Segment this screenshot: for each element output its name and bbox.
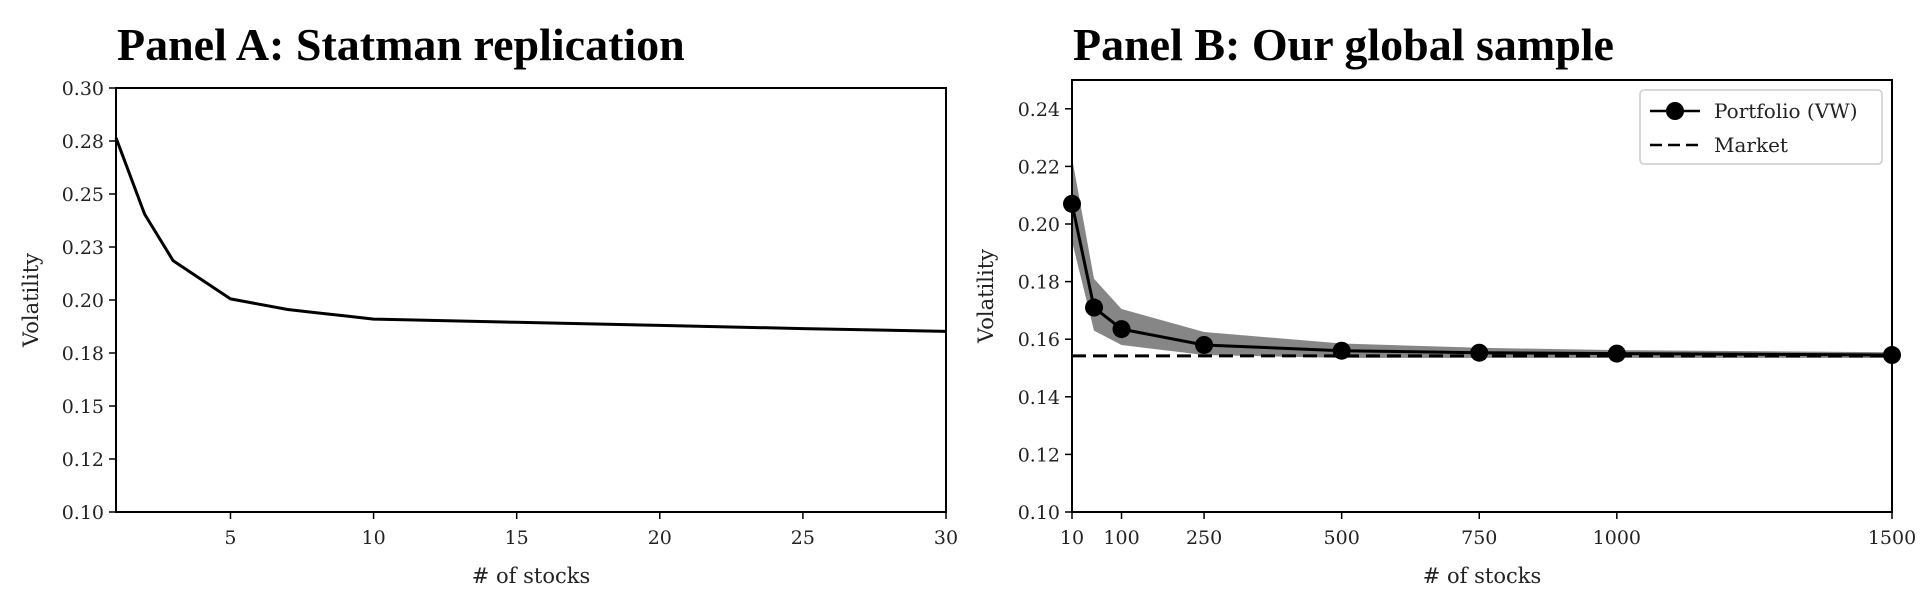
legend-portfolio-label: Portfolio (VW) — [1714, 99, 1858, 123]
panel-b-y-axis-label: Volatility — [974, 249, 998, 344]
panel-a-series — [114, 137, 947, 333]
panel-b-x-tick-label: 1500 — [1868, 527, 1916, 549]
panel-b-confidence-band — [1072, 157, 1892, 358]
panel-a-y-tick-label: 0.12 — [62, 449, 104, 471]
panel-a-y-tick-label: 0.23 — [62, 237, 104, 259]
panel-a-y-axis-label: Volatility — [19, 253, 43, 348]
panel-b-series-0-point — [1607, 344, 1626, 363]
legend-market-label: Market — [1714, 133, 1788, 157]
panel-a-title: Panel A: Statman replication — [117, 19, 685, 70]
panel-a-y-axis: 0.10 0.12 0.15 0.18 0.20 0.23 0.25 0.28 0.30 — [62, 78, 116, 524]
panel-b-plot-frame — [1071, 79, 1893, 513]
panel-b-x-tick-label: 750 — [1461, 527, 1497, 549]
panel-a-series-0-line — [114, 137, 947, 333]
panel-b-series-0-point — [1195, 335, 1214, 354]
panel-b-y-axis: 0.10 0.12 0.14 0.16 0.18 0.20 0.22 0.24 — [1018, 99, 1072, 524]
panel-a-x-tick-label: 20 — [648, 527, 672, 549]
panel-b-y-tick-label: 0.16 — [1018, 329, 1060, 351]
panel-b-series-0-point — [1085, 298, 1104, 317]
panel-b-series-0-point — [1112, 320, 1131, 339]
panel-b-series-0-band — [1072, 157, 1892, 358]
panel-a: Panel A: Statman replication 0.100.120.1… — [19, 19, 958, 588]
panel-a-y-tick-label: 0.25 — [62, 184, 104, 206]
panel-b: Panel B: Our global sample 0.100.120.140… — [974, 19, 1916, 588]
panel-b-y-tick-label: 0.18 — [1018, 272, 1060, 294]
panel-b-y-tick-label: 0.12 — [1018, 444, 1060, 466]
panel-a-x-tick-label: 15 — [505, 527, 529, 549]
panel-a-x-tick-label: 5 — [224, 527, 236, 549]
panel-b-x-tick-label: 1000 — [1593, 527, 1641, 549]
panel-b-y-tick-label: 0.10 — [1018, 502, 1060, 524]
panel-a-y-tick-label: 0.15 — [62, 396, 104, 418]
panel-b-legend: Portfolio (VW) Market — [1639, 89, 1883, 165]
panel-a-y-tick-label: 0.10 — [62, 502, 104, 524]
legend-portfolio-marker — [1666, 102, 1684, 120]
panel-a-y-tick-label: 0.18 — [62, 343, 104, 365]
panel-b-y-tick-label: 0.20 — [1018, 214, 1060, 236]
panel-b-series-0-point — [1470, 343, 1489, 362]
panel-a-x-axis-label: # of stocks — [472, 564, 590, 588]
panel-a-x-tick-label: 25 — [791, 527, 815, 549]
panel-a-x-tick-label: 10 — [361, 527, 385, 549]
panel-a-x-axis: 5 10 15 20 25 30 — [224, 512, 958, 549]
panel-a-y-tick-label: 0.28 — [62, 131, 104, 153]
panel-b-x-tick-label: 250 — [1186, 527, 1222, 549]
panel-a-plot: 0.10 0.12 0.15 0.18 0.20 0.23 0.25 0.28 0.30 5 10… — [62, 78, 958, 549]
panel-a-x-tick-label: 30 — [934, 527, 958, 549]
panel-b-x-tick-label: 100 — [1103, 527, 1139, 549]
panel-b-x-tick-label: 500 — [1324, 527, 1360, 549]
panel-b-y-tick-label: 0.14 — [1018, 387, 1060, 409]
panel-b-y-tick-label: 0.24 — [1018, 99, 1060, 121]
panel-a-y-tick-label: 0.20 — [62, 290, 104, 312]
panel-b-x-axis: 10 100 250 500 750 1000 1500 — [1060, 512, 1916, 549]
panel-b-x-tick-label: 10 — [1060, 527, 1084, 549]
panel-a-y-tick-label: 0.30 — [62, 78, 104, 100]
panel-b-plot: 0.10 0.12 0.14 0.16 0.18 0.20 0.22 0.24 10 100 25… — [1018, 79, 1916, 549]
panel-b-y-tick-label: 0.22 — [1018, 156, 1060, 178]
panel-b-x-axis-label: # of stocks — [1423, 564, 1541, 588]
panel-b-title: Panel B: Our global sample — [1073, 19, 1614, 70]
legend-frame — [1639, 89, 1883, 165]
